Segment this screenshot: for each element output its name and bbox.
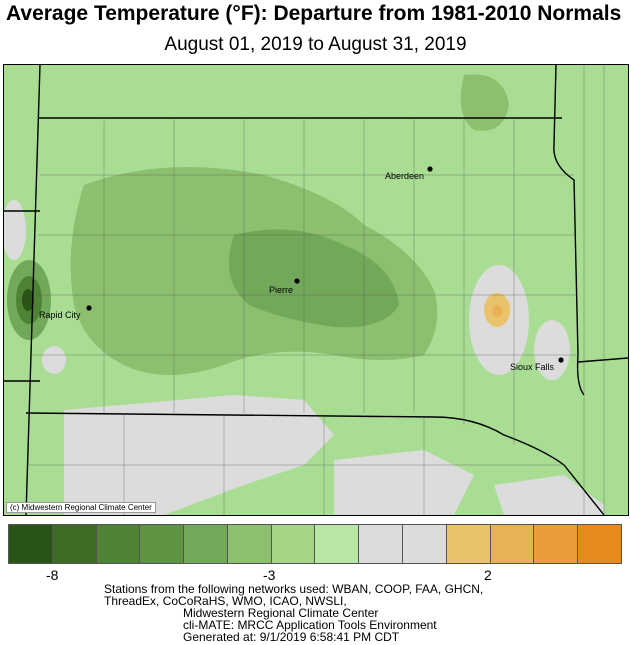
sd-ne-border <box>25 412 605 515</box>
footer-line-networks: Stations from the following networks use… <box>104 582 484 596</box>
legend-tick-minus-8: -8 <box>46 567 59 583</box>
cool-zone-north <box>460 74 509 131</box>
legend-swatch-3 <box>140 525 185 563</box>
map-credit: (c) Midwestern Regional Climate Center <box>6 502 156 513</box>
county-lines <box>26 65 605 515</box>
legend-swatch-11 <box>490 525 535 563</box>
legend-swatch-5 <box>227 525 272 563</box>
legend-swatch-2 <box>96 525 141 563</box>
legend-swatch-13 <box>578 525 621 563</box>
map-canvas <box>4 65 628 515</box>
wy-sd-border <box>25 65 41 515</box>
footer-line-networks-cont: ThreadEx, CoCoRaHS, WMO, ICAO, NWSLI, <box>104 594 347 608</box>
legend-swatch-4 <box>184 525 228 563</box>
mn-ia-border <box>577 357 628 363</box>
legend-tick-2: 2 <box>484 567 492 583</box>
near-normal-zone-west <box>4 200 26 260</box>
near-normal-zone-south <box>64 395 334 515</box>
aberdeen-marker <box>427 166 433 172</box>
color-legend <box>8 524 622 564</box>
state-boundaries <box>4 65 628 515</box>
near-normal-zone-siouxfalls <box>534 320 570 380</box>
legend-tick-minus-3: -3 <box>263 567 276 583</box>
legend-swatch-12 <box>534 525 579 563</box>
footer-line-generated: Generated at: 9/1/2019 6:58:41 PM CDT <box>183 630 400 644</box>
legend-swatch-8 <box>359 525 404 563</box>
legend-swatch-6 <box>271 525 316 563</box>
footer-line-climate: cli-MATE: MRCC Application Tools Environ… <box>183 618 437 632</box>
map-title: Average Temperature (°F): Departure from… <box>6 2 622 25</box>
cool-zone-pierre <box>229 229 399 328</box>
temperature-departure-map: Aberdeen Pierre Rapid City Sioux Falls (… <box>3 64 629 516</box>
legend-swatch-1 <box>52 525 97 563</box>
legend-swatch-10 <box>446 525 491 563</box>
legend-swatch-7 <box>315 525 360 563</box>
city-label-rapid-city: Rapid City <box>39 310 81 320</box>
rapid-city-marker <box>86 305 92 311</box>
warm-spot-inner <box>492 305 502 317</box>
footer-line-mrcc: Midwestern Regional Climate Center <box>183 606 379 620</box>
legend-swatch-9 <box>403 525 447 563</box>
near-normal-zone-southeast <box>494 475 604 515</box>
cool-zone-blackhills-core <box>22 289 34 311</box>
city-label-pierre: Pierre <box>269 285 294 295</box>
pierre-marker <box>294 278 300 284</box>
near-normal-zone-southcentral <box>334 450 474 515</box>
city-label-sioux-falls: Sioux Falls <box>510 362 555 372</box>
sioux-falls-marker <box>558 357 564 363</box>
sd-mn-border <box>553 65 585 396</box>
near-normal-zone-rapid <box>42 346 66 374</box>
city-label-aberdeen: Aberdeen <box>385 171 425 181</box>
legend-swatch-0 <box>9 525 53 563</box>
map-subtitle: August 01, 2019 to August 31, 2019 <box>164 34 467 55</box>
